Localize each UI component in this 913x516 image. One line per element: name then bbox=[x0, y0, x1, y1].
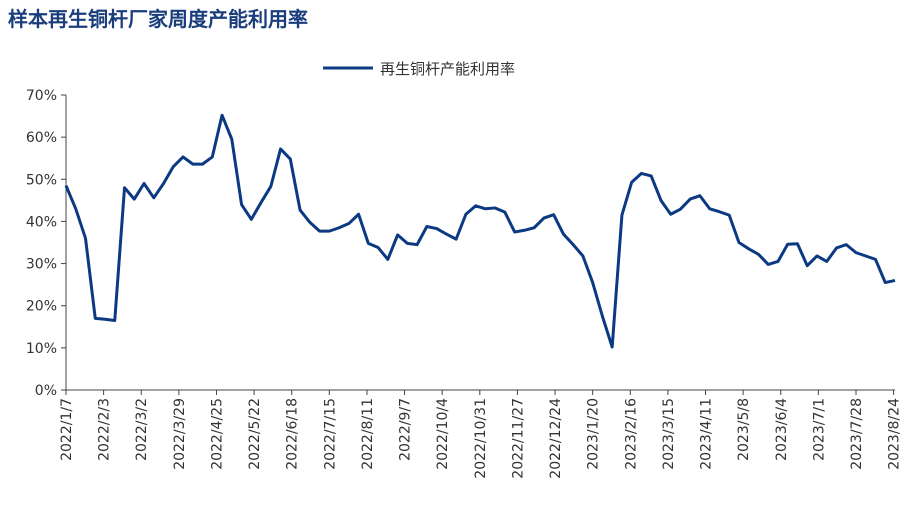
y-tick-label: 60% bbox=[26, 130, 57, 146]
x-tick-label: 2022/2/3 bbox=[97, 398, 113, 461]
x-tick-label: 2022/6/18 bbox=[285, 398, 301, 470]
y-tick-label: 10% bbox=[26, 341, 57, 357]
y-tick-label: 20% bbox=[26, 299, 57, 315]
x-tick-label: 2023/2/16 bbox=[623, 398, 639, 470]
x-tick-label: 2023/8/24 bbox=[887, 398, 903, 470]
y-tick-label: 30% bbox=[26, 257, 57, 273]
x-tick-label: 2022/7/15 bbox=[322, 398, 338, 470]
series-line bbox=[64, 113, 896, 349]
x-tick-label: 2022/9/7 bbox=[398, 398, 414, 461]
x-tick-label: 2022/4/25 bbox=[209, 398, 225, 470]
x-tick-label: 2023/4/11 bbox=[699, 398, 715, 470]
x-tick-label: 2022/8/11 bbox=[360, 398, 376, 470]
x-tick-label: 2022/10/4 bbox=[435, 398, 451, 470]
x-tick-label: 2022/12/24 bbox=[548, 398, 564, 479]
x-tick-label: 2023/3/15 bbox=[661, 398, 677, 470]
x-tick-label: 2022/11/27 bbox=[510, 398, 526, 479]
chart-title: 样本再生铜杆厂家周度产能利用率 bbox=[8, 7, 308, 31]
x-tick-label: 2023/1/20 bbox=[586, 398, 602, 470]
x-tick-label: 2022/5/22 bbox=[247, 398, 263, 470]
x-tick-label: 2022/3/2 bbox=[134, 398, 150, 461]
x-tick-label: 2022/1/7 bbox=[59, 398, 75, 461]
x-tick-label: 2022/10/31 bbox=[473, 398, 489, 479]
y-tick-label: 0% bbox=[35, 383, 57, 399]
y-tick-label: 50% bbox=[26, 172, 57, 188]
x-tick-label: 2022/3/29 bbox=[172, 398, 188, 470]
y-tick-label: 40% bbox=[26, 214, 57, 230]
x-tick-label: 2023/6/4 bbox=[774, 398, 790, 461]
x-tick-label: 2023/5/8 bbox=[736, 398, 752, 461]
x-tick-label: 2023/7/28 bbox=[849, 398, 865, 470]
legend-label: 再生铜杆产能利用率 bbox=[380, 60, 515, 78]
y-tick-label: 70% bbox=[26, 88, 57, 104]
x-tick-label: 2023/7/1 bbox=[811, 398, 827, 461]
